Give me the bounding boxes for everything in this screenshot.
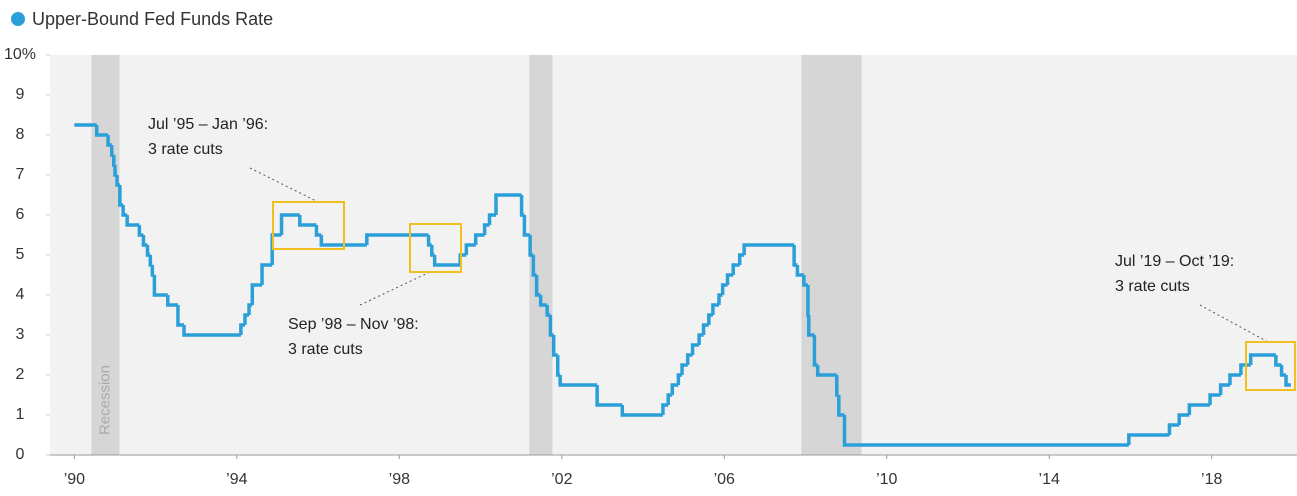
rate-step xyxy=(1248,353,1276,365)
legend-swatch xyxy=(11,12,25,26)
annotation-text: Jul ’95 – Jan ’96: xyxy=(148,116,268,133)
rate-step xyxy=(690,343,700,355)
recession-label: Recession xyxy=(96,365,113,435)
annotation-text: 3 rate cuts xyxy=(1115,278,1190,295)
rate-step xyxy=(837,395,845,417)
x-tick-label: ’02 xyxy=(551,471,572,488)
rate-step xyxy=(1127,433,1170,445)
x-tick-label: ’94 xyxy=(226,471,247,488)
rate-step xyxy=(494,193,522,215)
y-tick-label: 6 xyxy=(16,206,25,223)
rate-step xyxy=(464,243,476,255)
rate-step xyxy=(1239,363,1251,375)
rate-step xyxy=(538,295,548,307)
rate-step xyxy=(795,265,804,277)
rate-step xyxy=(670,383,679,395)
rate-step xyxy=(112,155,116,167)
y-tick-label: 0 xyxy=(16,446,25,463)
rate-step xyxy=(680,363,688,375)
y-tick-label: 10% xyxy=(4,46,36,63)
rate-step xyxy=(148,255,153,267)
rate-step xyxy=(166,295,178,307)
rate-step xyxy=(319,235,367,247)
legend-label: Upper-Bound Fed Funds Rate xyxy=(32,9,273,29)
y-tick-label: 9 xyxy=(16,86,25,103)
rate-step xyxy=(365,233,429,245)
rate-step xyxy=(279,213,300,235)
x-tick-label: ’06 xyxy=(714,471,735,488)
x-tick-label: ’10 xyxy=(876,471,897,488)
rate-step xyxy=(1167,423,1180,435)
rate-step xyxy=(432,255,461,267)
rate-step xyxy=(842,415,1129,447)
rate-step xyxy=(742,243,795,255)
rate-step xyxy=(1228,373,1241,385)
rate-step xyxy=(1274,355,1282,367)
rate-step xyxy=(150,265,155,277)
rate-step xyxy=(298,215,317,227)
rate-step xyxy=(1218,383,1230,395)
rate-step xyxy=(1177,413,1190,425)
rate-step xyxy=(522,215,531,237)
rate-step xyxy=(94,125,109,137)
x-tick-label: ’14 xyxy=(1039,471,1060,488)
annotation-box xyxy=(1245,341,1296,391)
y-tick-label: 1 xyxy=(16,406,25,423)
rate-step xyxy=(835,375,839,397)
rate-step xyxy=(731,263,740,275)
x-tick-label: ’18 xyxy=(1201,471,1222,488)
rate-step xyxy=(620,405,663,417)
y-tick-label: 3 xyxy=(16,326,25,343)
rate-step xyxy=(661,403,669,415)
y-tick-label: 8 xyxy=(16,126,25,143)
x-tick-label: ’90 xyxy=(64,471,85,488)
y-tick-label: 2 xyxy=(16,366,25,383)
rate-step xyxy=(1284,375,1291,387)
rate-step xyxy=(711,303,719,315)
rate-step xyxy=(125,215,140,227)
y-tick-label: 7 xyxy=(16,166,25,183)
rate-step xyxy=(109,145,114,157)
annotation-box xyxy=(272,201,345,250)
rate-step xyxy=(260,263,273,285)
recession-band xyxy=(91,55,120,455)
rate-step xyxy=(725,273,734,285)
recession-band xyxy=(801,55,862,455)
annotation-text: Sep ’98 – Nov ’98: xyxy=(288,316,419,333)
x-tick-label: ’98 xyxy=(389,471,410,488)
y-tick-label: 5 xyxy=(16,246,25,263)
rate-step xyxy=(152,275,168,297)
rate-step xyxy=(182,325,241,337)
rate-step xyxy=(701,323,709,335)
rate-step xyxy=(176,305,185,327)
annotation-box xyxy=(409,223,462,273)
recession-band xyxy=(529,55,553,455)
rate-step xyxy=(487,213,496,225)
rate-step xyxy=(473,233,485,245)
rate-step xyxy=(806,285,810,317)
rate-step xyxy=(1208,393,1221,405)
rate-step xyxy=(250,283,263,305)
rate-step xyxy=(807,315,815,337)
rate-step xyxy=(595,385,623,407)
rate-step xyxy=(1187,403,1211,415)
rate-step xyxy=(558,375,598,387)
rate-step xyxy=(113,165,118,177)
rate-step xyxy=(815,365,837,377)
annotation-text: 3 rate cuts xyxy=(148,141,223,158)
y-tick-label: 4 xyxy=(16,286,25,303)
annotation-text: Jul ’19 – Oct ’19: xyxy=(1115,253,1234,270)
annotation-text: 3 rate cuts xyxy=(288,341,363,358)
